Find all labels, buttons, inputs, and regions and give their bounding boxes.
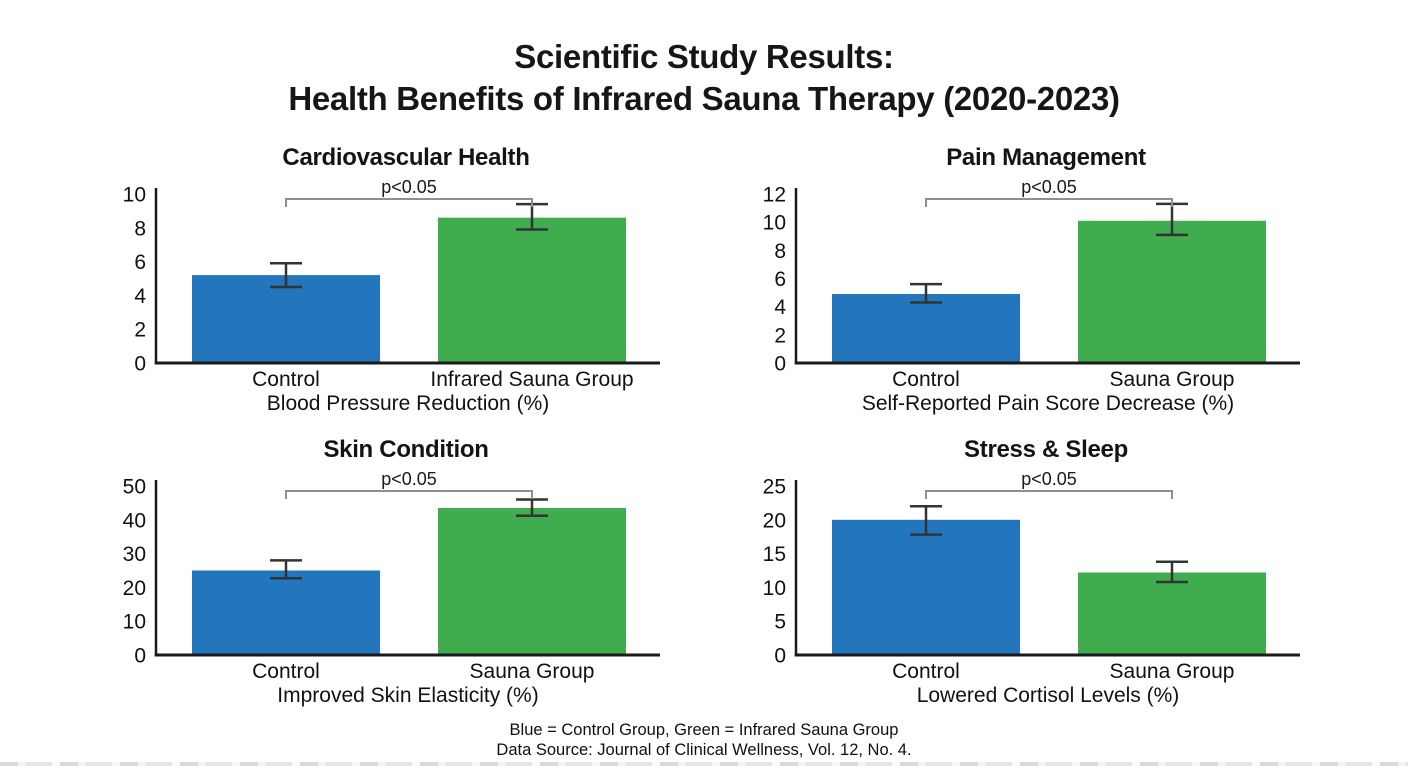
chart-title: Pain Management [946, 144, 1146, 171]
y-tick-label: 25 [763, 476, 786, 499]
chart-title: Skin Condition [323, 436, 489, 463]
y-tick-label: 10 [763, 577, 786, 600]
y-tick-label: 5 [774, 611, 786, 634]
y-tick-label: 0 [774, 645, 786, 668]
chart-skin-condition: Skin Condition p<0.05 0 10 20 30 40 50 Contro… [60, 424, 700, 714]
y-tick-label: 20 [763, 509, 786, 532]
bar-control [832, 519, 1020, 655]
x-tick-label-sauna: Sauna Group [469, 660, 595, 683]
bar-control [192, 570, 380, 655]
footer: Blue = Control Group, Green = Infrared S… [0, 721, 1408, 760]
y-tick-label: 6 [134, 251, 146, 274]
y-tick-label: 0 [774, 353, 786, 376]
page-title-line2: Health Benefits of Infrared Sauna Therap… [288, 80, 1120, 117]
significance-bracket [285, 198, 533, 207]
x-tick-label-control: Control [892, 660, 960, 683]
chart-title: Cardiovascular Health [282, 144, 530, 171]
chart-cardiovascular-health: Cardiovascular Health p<0.05 0 2 4 6 8 10 Con… [60, 132, 700, 422]
error-bar-control [910, 505, 942, 536]
significance-label: p<0.05 [381, 177, 437, 197]
chart-pain-management: Pain Management p<0.05 0 2 4 6 8 10 12 Control… [700, 132, 1340, 422]
bar-control [832, 293, 1020, 363]
y-tick-label: 50 [123, 476, 146, 499]
y-tick-label: 8 [134, 217, 146, 240]
y-tick-label: 4 [774, 296, 786, 319]
significance-bracket [925, 490, 1173, 499]
x-tick-label-control: Control [252, 368, 320, 391]
chart-xlabel: Improved Skin Elasticity (%) [277, 684, 539, 707]
bar-control [192, 275, 380, 363]
chart-title: Stress & Sleep [964, 436, 1128, 463]
significance-label: p<0.05 [1021, 177, 1077, 197]
y-tick-label: 4 [134, 285, 146, 308]
chart-xlabel: Lowered Cortisol Levels (%) [916, 684, 1180, 707]
error-bar-sauna-group [516, 498, 548, 517]
y-tick-label: 6 [774, 268, 786, 291]
x-tick-label-sauna: Sauna Group [1109, 660, 1235, 683]
y-tick-label: 40 [123, 509, 146, 532]
page-title-line1: Scientific Study Results: [514, 38, 894, 75]
y-tick-label: 10 [123, 184, 146, 207]
significance-label: p<0.05 [381, 469, 437, 489]
chart-stress-sleep: Stress & Sleep p<0.05 0 5 10 15 20 25 Control… [700, 424, 1340, 714]
chart-plot: 0 10 20 30 40 50 [123, 476, 660, 668]
chart-plot: 0 2 4 6 8 10 [123, 184, 660, 376]
significance-bracket [925, 198, 1173, 207]
error-bar-control [910, 282, 942, 304]
x-tick-label-control: Control [892, 368, 960, 391]
data-source-note: Data Source: Journal of Clinical Wellnes… [496, 740, 912, 759]
legend-note: Blue = Control Group, Green = Infrared S… [509, 721, 899, 739]
bar-sauna-group [1078, 572, 1266, 655]
y-tick-label: 8 [774, 240, 786, 263]
x-tick-label-sauna: Sauna Group [1109, 368, 1235, 391]
chart-xlabel: Blood Pressure Reduction (%) [266, 392, 550, 415]
y-tick-label: 30 [123, 543, 146, 566]
chart-plot: 0 2 4 6 8 10 12 [763, 184, 1300, 376]
page-title: Scientific Study Results: Health Benefit… [0, 36, 1408, 120]
bar-sauna-group [438, 507, 626, 655]
y-tick-label: 12 [763, 184, 786, 207]
error-bar-sauna-group [1156, 560, 1188, 584]
bar-infrared-sauna-group [438, 217, 626, 363]
chart-xlabel: Self-Reported Pain Score Decrease (%) [861, 392, 1235, 415]
significance-label: p<0.05 [1021, 469, 1077, 489]
error-bar-control [270, 262, 302, 289]
y-tick-label: 10 [123, 611, 146, 634]
significance-bracket [285, 490, 533, 499]
y-tick-label: 0 [134, 353, 146, 376]
y-tick-label: 10 [763, 212, 786, 235]
y-tick-label: 2 [774, 324, 786, 347]
y-tick-label: 2 [134, 319, 146, 342]
error-bar-control [270, 559, 302, 580]
x-tick-label-control: Control [252, 660, 320, 683]
scan-artifact-strip [0, 762, 1408, 766]
bar-sauna-group [1078, 220, 1266, 363]
y-tick-label: 0 [134, 645, 146, 668]
chart-plot: 0 5 10 15 20 25 [763, 476, 1300, 668]
y-tick-label: 15 [763, 543, 786, 566]
x-tick-label-sauna: Infrared Sauna Group [430, 368, 634, 391]
y-tick-label: 20 [123, 577, 146, 600]
